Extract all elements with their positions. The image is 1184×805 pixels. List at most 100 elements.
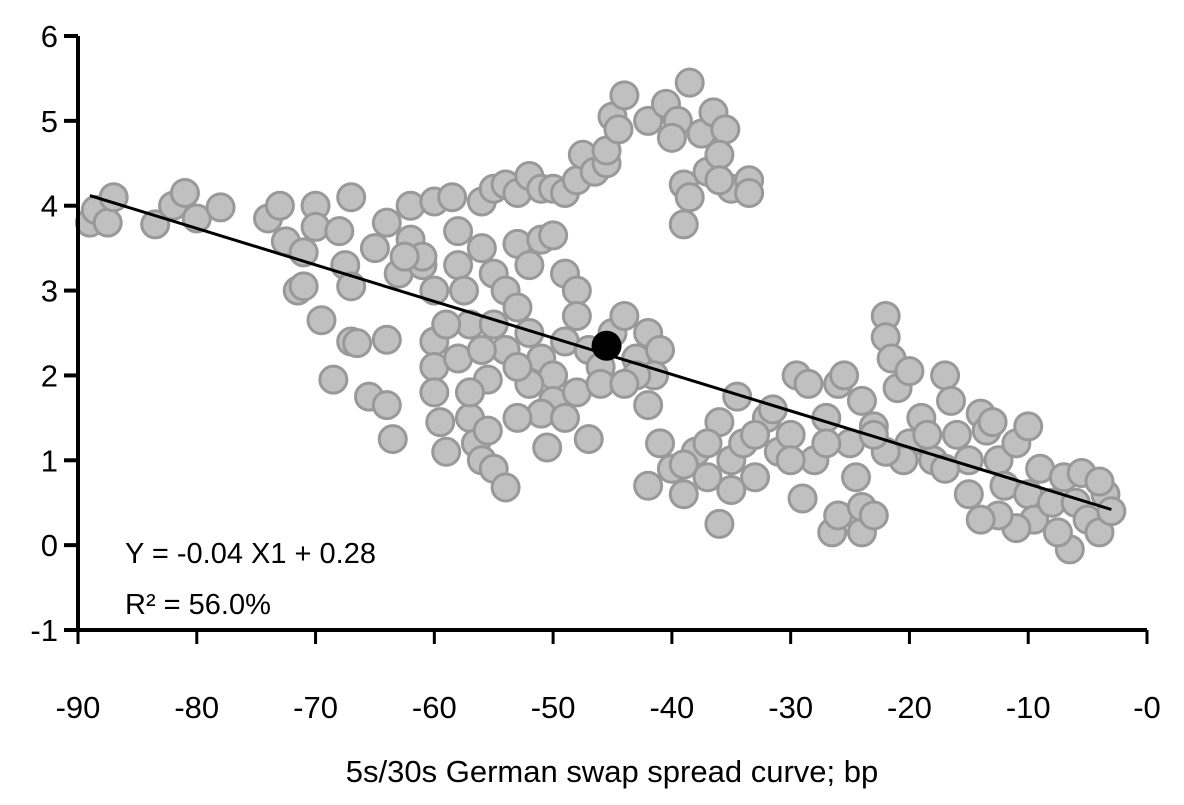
y-tick-label: -1 (30, 613, 58, 648)
scatter-point (912, 419, 943, 450)
x-tick-label: -70 (293, 690, 338, 725)
scatter-point (92, 207, 123, 238)
r-squared-label: R² = 56.0% (125, 589, 271, 621)
scatter-point (787, 483, 818, 514)
scatter-point (656, 122, 687, 153)
scatter-point (264, 190, 295, 221)
scatter-point (846, 385, 877, 416)
scatter-point (674, 67, 705, 98)
scatter-point (561, 301, 592, 332)
scatter-point (532, 432, 563, 463)
x-tick-label: -30 (768, 690, 813, 725)
scatter-point (894, 356, 925, 387)
scatter-point (930, 360, 961, 391)
scatter-point (668, 479, 699, 510)
scatter-point (466, 233, 497, 264)
scatter-point (431, 309, 462, 340)
scatter-point (603, 114, 634, 145)
scatter-point (633, 105, 664, 136)
x-tick-label: -60 (412, 690, 457, 725)
scatter-point (674, 182, 705, 213)
scatter-point (318, 364, 349, 395)
scatter-point (371, 390, 402, 421)
scatter-point (734, 177, 765, 208)
scatter-point (443, 216, 474, 247)
scatter-point (389, 241, 420, 272)
scatter-point (775, 445, 806, 476)
scatter-point (377, 424, 408, 455)
scatter-point (811, 428, 842, 459)
scatter-point (633, 390, 664, 421)
scatter-point (740, 419, 771, 450)
scatter-point (609, 368, 640, 399)
scatter-point (1013, 411, 1044, 442)
scatter-point (609, 301, 640, 332)
x-tick-label: -20 (887, 690, 932, 725)
x-tick-label: -40 (649, 690, 694, 725)
scatter-point (710, 114, 741, 145)
highlight-point (591, 330, 622, 361)
scatter-point (704, 508, 735, 539)
scatter-point (633, 470, 664, 501)
scatter-point (425, 407, 456, 438)
scatter-point (549, 402, 580, 433)
scatter-point (466, 334, 497, 365)
scatter-point (692, 428, 723, 459)
scatter-point (538, 220, 569, 251)
scatter-point (858, 500, 889, 531)
scatter-point (840, 462, 871, 493)
scatter-point (371, 207, 402, 238)
scatter-point (1084, 466, 1115, 497)
scatter-point (573, 424, 604, 455)
y-tick-label: 2 (41, 358, 58, 393)
x-tick-label: -0 (1133, 690, 1161, 725)
y-tick-label: 5 (41, 104, 58, 139)
scatter-point (1042, 517, 1073, 548)
scatter-point (169, 177, 200, 208)
x-tick-label: -50 (531, 690, 576, 725)
scatter-point (645, 334, 676, 365)
x-tick-label: -90 (56, 690, 101, 725)
scatter-point (829, 360, 860, 391)
scatter-point (722, 381, 753, 412)
scatter-point (449, 275, 480, 306)
y-tick-label: 0 (41, 528, 58, 563)
scatter-point (336, 182, 367, 213)
scatter-point (740, 462, 771, 493)
trendline-layer (89, 194, 1112, 511)
scatter-point (936, 385, 967, 416)
scatter-point (977, 407, 1008, 438)
scatter-point (306, 305, 337, 336)
scatter-point (490, 472, 521, 503)
scatter-point (324, 216, 355, 247)
y-tick-label: 6 (41, 19, 58, 54)
scatter-point (288, 271, 319, 302)
scatter-point (514, 250, 545, 281)
scatter-point (472, 415, 503, 446)
scatter-point (692, 462, 723, 493)
scatter-point (609, 80, 640, 111)
scatter-point (205, 192, 236, 223)
scatter-point (502, 402, 533, 433)
scatter-point (443, 250, 474, 281)
scatter-point (454, 377, 485, 408)
x-axis-title: 5s/30s German swap spread curve; bp (346, 754, 878, 789)
scatter-point (704, 165, 735, 196)
scatter-point (478, 309, 509, 340)
scatter-point (419, 275, 450, 306)
scatter-point (502, 292, 533, 323)
scatter-point (1096, 496, 1127, 527)
scatter-point (965, 504, 996, 535)
scatter-point (668, 449, 699, 480)
scatter-point (359, 233, 390, 264)
scatter-point (514, 318, 545, 348)
y-tick-label: 1 (41, 443, 58, 478)
scatter-point (858, 419, 889, 450)
scatter-point (371, 324, 402, 355)
scatter-point (775, 419, 806, 450)
scatter-point (704, 139, 735, 170)
y-tick-label: 4 (41, 189, 58, 224)
scatter-point (941, 419, 972, 450)
scatter-point (336, 271, 367, 302)
